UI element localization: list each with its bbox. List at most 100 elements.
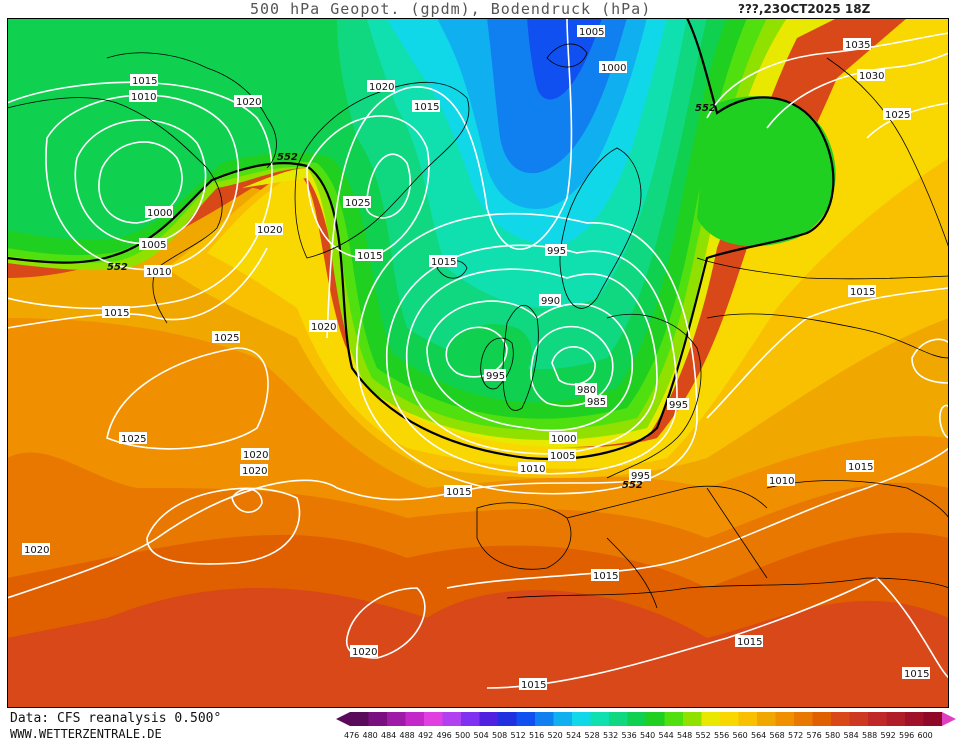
svg-text:995: 995 xyxy=(631,471,650,482)
scale-tick-label: 588 xyxy=(862,731,877,740)
svg-text:1015: 1015 xyxy=(850,287,875,298)
scale-swatch xyxy=(905,712,924,726)
scale-swatch xyxy=(775,712,795,726)
scale-tick-label: 524 xyxy=(566,731,581,740)
svg-text:1005: 1005 xyxy=(141,240,166,251)
svg-text:1030: 1030 xyxy=(859,71,884,82)
scale-swatch xyxy=(387,712,406,726)
scale-swatch xyxy=(738,712,758,726)
isobar-label: 1020 xyxy=(350,645,378,658)
scale-swatch xyxy=(535,712,554,726)
scale-tick-label: 532 xyxy=(603,731,618,740)
field-high-east xyxy=(697,96,836,247)
scale-swatch xyxy=(609,712,628,726)
svg-text:1025: 1025 xyxy=(214,333,239,344)
field-band-552 xyxy=(242,18,837,448)
height-label: 552 xyxy=(107,262,128,273)
isobar-label: 1025 xyxy=(119,432,147,445)
map-title: 500 hPa Geopot. (gpdm), Bodendruck (hPa) xyxy=(250,0,652,18)
svg-text:1020: 1020 xyxy=(352,647,377,658)
svg-text:995: 995 xyxy=(547,246,566,257)
data-source-credit: Data: CFS reanalysis 0.500° xyxy=(10,711,222,726)
scale-swatch xyxy=(516,712,536,726)
scale-tick-label: 508 xyxy=(492,731,507,740)
isobar-label: 1015 xyxy=(735,635,763,648)
svg-text:1015: 1015 xyxy=(904,669,929,680)
color-scale-legend: 476 480 484 488 492 496 500 504 508 512 516 520 524 5… xyxy=(336,712,956,740)
svg-text:1020: 1020 xyxy=(257,225,282,236)
isobar-label: 1015 xyxy=(848,285,876,298)
isobar-label: 1020 xyxy=(241,448,269,461)
scale-tick-label: 500 xyxy=(455,731,470,740)
isobar-label: 1020 xyxy=(240,464,268,477)
svg-text:1025: 1025 xyxy=(885,110,910,121)
weather-map: 1005 1000 1035 1030 1025 1015 1010 1020 … xyxy=(7,18,949,708)
scale-swatch xyxy=(683,712,702,726)
scale-swatch xyxy=(590,712,610,726)
svg-text:1015: 1015 xyxy=(357,251,382,262)
scale-swatch xyxy=(849,712,869,726)
isobar-label: 990 xyxy=(539,294,561,307)
isobar-label: 1015 xyxy=(130,74,158,87)
field-band-512 xyxy=(527,18,602,100)
isobar-label: 980 xyxy=(575,383,597,396)
scale-tick-label: 512 xyxy=(511,731,526,740)
svg-text:1020: 1020 xyxy=(242,466,267,477)
scale-tick-label: 520 xyxy=(548,731,563,740)
scale-swatch xyxy=(368,712,388,726)
scale-tick-label: 564 xyxy=(751,731,766,740)
scale-tick-label: 496 xyxy=(437,731,452,740)
scale-swatch xyxy=(479,712,499,726)
isobar-label: 1020 xyxy=(367,80,395,93)
svg-text:1020: 1020 xyxy=(243,450,268,461)
isobar-label: 1000 xyxy=(145,206,173,219)
valid-datestamp: ???,23OCT2025 18Z xyxy=(738,2,871,16)
svg-text:1015: 1015 xyxy=(593,571,618,582)
scale-swatch xyxy=(831,712,850,726)
map-frame xyxy=(7,18,949,708)
svg-text:1010: 1010 xyxy=(769,476,794,487)
scale-swatch xyxy=(424,712,443,726)
svg-text:1025: 1025 xyxy=(345,198,370,209)
scale-swatch xyxy=(442,712,462,726)
svg-text:1005: 1005 xyxy=(579,27,604,38)
isobar-label: 985 xyxy=(585,395,607,408)
scale-swatch xyxy=(664,712,684,726)
coastlines xyxy=(7,43,949,609)
svg-text:985: 985 xyxy=(587,397,606,408)
height-label: 552 xyxy=(695,103,716,114)
scale-tick-label: 504 xyxy=(474,731,489,740)
svg-text:990: 990 xyxy=(541,296,560,307)
svg-text:1015: 1015 xyxy=(446,487,471,498)
isobar-label: 1035 xyxy=(843,38,871,51)
isobar-label: 1015 xyxy=(902,667,930,680)
svg-text:1000: 1000 xyxy=(551,434,576,445)
scale-tick-label: 568 xyxy=(770,731,785,740)
isobar-label: 1005 xyxy=(139,238,167,251)
scale-tick-label: 536 xyxy=(622,731,637,740)
scale-tick-label: 528 xyxy=(585,731,600,740)
scale-swatch xyxy=(812,712,832,726)
scale-tick-label: 560 xyxy=(733,731,748,740)
scale-tick-label: 476 xyxy=(344,731,359,740)
isobar-label: 1010 xyxy=(129,90,157,103)
scale-swatch xyxy=(794,712,813,726)
scale-tick-label: 580 xyxy=(825,731,840,740)
isobar-label: 1015 xyxy=(102,306,130,319)
website-credit: WWW.WETTERZENTRALE.DE xyxy=(10,727,162,741)
field-band-556 xyxy=(207,18,949,469)
scale-arrow-left xyxy=(336,712,350,726)
scale-tick-label: 572 xyxy=(788,731,803,740)
isobar-label: 1030 xyxy=(857,69,885,82)
isobar-label: 1015 xyxy=(429,255,457,268)
isobar-label: 995 xyxy=(545,244,567,257)
svg-text:995: 995 xyxy=(486,371,505,382)
svg-text:1020: 1020 xyxy=(24,545,49,556)
scale-swatch xyxy=(646,712,665,726)
svg-text:1010: 1010 xyxy=(146,267,171,278)
isobar-label: 1000 xyxy=(549,432,577,445)
svg-text:1015: 1015 xyxy=(414,102,439,113)
scale-tick-label: 484 xyxy=(381,731,396,740)
isobar-label: 1015 xyxy=(412,100,440,113)
scale-swatch xyxy=(868,712,887,726)
